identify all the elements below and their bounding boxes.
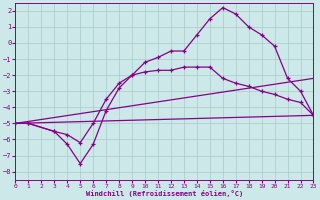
X-axis label: Windchill (Refroidissement éolien,°C): Windchill (Refroidissement éolien,°C) [86, 190, 243, 197]
